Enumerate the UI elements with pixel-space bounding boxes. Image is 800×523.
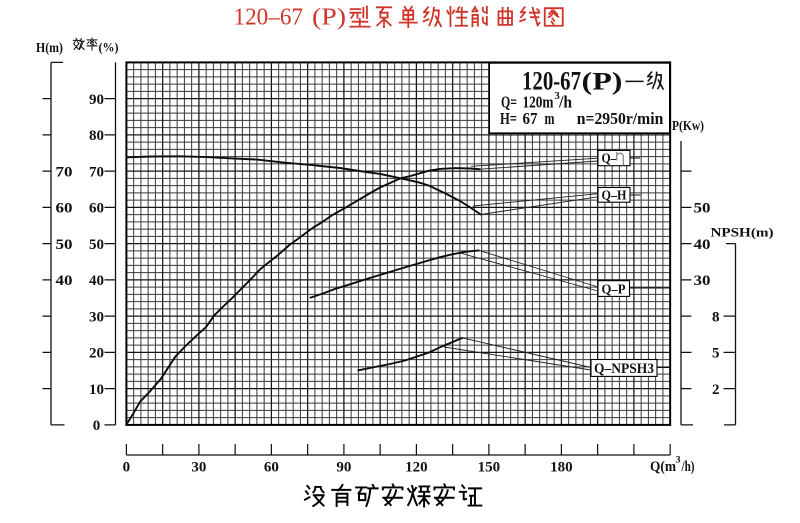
svg-text:60: 60 [56, 201, 73, 217]
svg-text:30: 30 [694, 273, 711, 289]
svg-text:90: 90 [336, 460, 351, 476]
svg-text:2: 2 [712, 382, 720, 398]
svg-text:n=2950r/min: n=2950r/min [577, 109, 664, 128]
svg-text:20: 20 [89, 346, 104, 362]
svg-text:3: 3 [555, 91, 560, 102]
svg-text:180: 180 [550, 460, 573, 476]
svg-text:30: 30 [89, 309, 104, 325]
svg-text:60: 60 [89, 201, 104, 217]
svg-text:(P): (P) [582, 69, 623, 96]
svg-text:120-67: 120-67 [522, 67, 581, 96]
svg-text:0: 0 [93, 418, 101, 434]
svg-text:67: 67 [523, 109, 538, 128]
svg-text:3: 3 [676, 456, 681, 466]
svg-text:120m: 120m [523, 93, 554, 112]
svg-text:50: 50 [56, 237, 73, 253]
svg-text:/h): /h) [681, 459, 695, 475]
svg-text:/h: /h [558, 93, 572, 112]
svg-text:80: 80 [89, 128, 104, 144]
svg-text:H=: H= [500, 109, 517, 128]
svg-text:150: 150 [478, 460, 501, 476]
svg-text:10: 10 [89, 382, 104, 398]
svg-text:50: 50 [89, 237, 104, 253]
svg-text:Q–NPSH3: Q–NPSH3 [594, 361, 654, 377]
svg-text:(%): (%) [99, 40, 119, 55]
svg-text:30: 30 [191, 460, 206, 476]
svg-text:40: 40 [89, 273, 104, 289]
svg-text:NPSH(m): NPSH(m) [711, 225, 774, 240]
svg-text:60: 60 [264, 460, 279, 476]
svg-text:Q=: Q= [501, 93, 517, 112]
svg-text:40: 40 [694, 237, 711, 253]
svg-text:m: m [545, 109, 555, 128]
svg-text:Q–P: Q–P [602, 282, 626, 297]
svg-text:5: 5 [712, 346, 720, 362]
svg-text:P(Kw): P(Kw) [672, 118, 704, 133]
svg-text:50: 50 [694, 201, 711, 217]
svg-text:Q–H: Q–H [602, 189, 627, 204]
svg-text:120–67: 120–67 [234, 4, 304, 31]
svg-text:70: 70 [89, 164, 104, 180]
svg-text:90: 90 [89, 92, 104, 108]
svg-text:40: 40 [56, 273, 73, 289]
svg-text:0: 0 [123, 460, 131, 476]
svg-text:Q(m: Q(m [650, 459, 676, 475]
svg-text:H(m): H(m) [36, 41, 63, 56]
svg-text:120: 120 [405, 460, 428, 476]
svg-text:8: 8 [712, 309, 720, 325]
svg-text:(P): (P) [312, 4, 346, 31]
svg-text:Q–: Q– [602, 152, 618, 167]
svg-text:70: 70 [56, 164, 73, 180]
